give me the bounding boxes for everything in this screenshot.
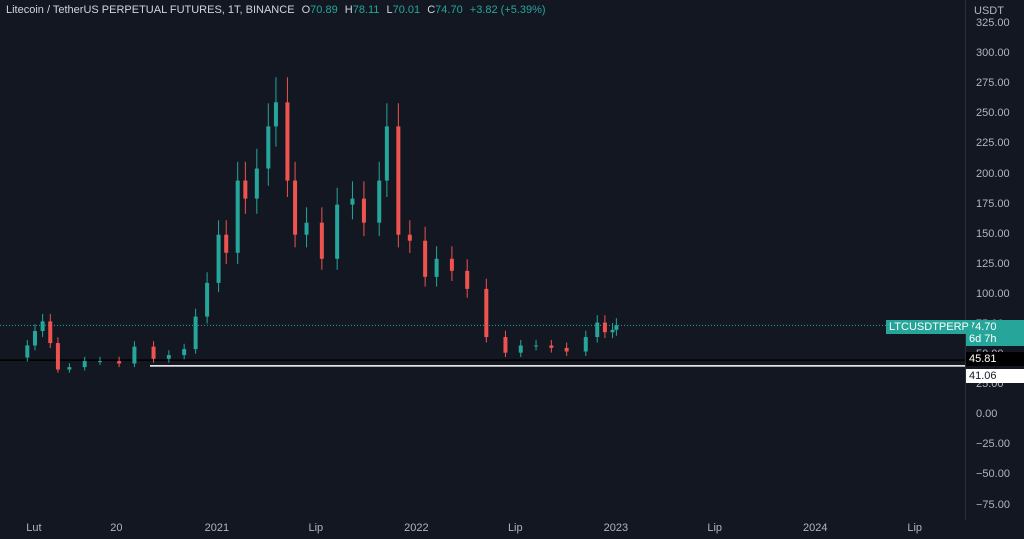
candle-body	[549, 345, 554, 348]
last-price-tag: 74.70 6d 7h	[966, 320, 1024, 346]
candle-body	[319, 222, 324, 259]
price-chart	[0, 77, 965, 373]
price-tick: 275.00	[976, 77, 1010, 90]
price-tick: 175.00	[976, 197, 1010, 210]
countdown-value: 6d 7h	[969, 333, 997, 345]
level-high-tag: 45.81	[966, 352, 1024, 366]
candle-body	[396, 126, 401, 235]
price-tick: 100.00	[976, 287, 1010, 300]
symbol-label: Litecoin / TetherUS PERPETUAL FUTURES, 1…	[6, 4, 295, 16]
candle-body	[361, 198, 366, 223]
high-value: 78.11	[352, 4, 380, 16]
candle-body	[614, 325, 619, 330]
candle-body	[40, 321, 45, 332]
candle-body	[595, 322, 600, 338]
high-label: H	[344, 4, 353, 16]
price-tick: 200.00	[976, 167, 1010, 180]
candle-body	[610, 329, 615, 333]
price-tick: −25.00	[976, 438, 1010, 451]
candle-body	[182, 349, 187, 356]
price-tick: 0.00	[976, 408, 998, 421]
candle-body	[377, 180, 382, 223]
candle-body	[518, 345, 523, 353]
last-price-value: 74.70	[969, 321, 997, 333]
candle-body	[534, 345, 539, 347]
candle-body	[384, 126, 389, 181]
price-tick: 300.00	[976, 47, 1010, 60]
chart-area[interactable]: Litecoin / TetherUS PERPETUAL FUTURES, 1…	[0, 0, 965, 520]
price-tick: 125.00	[976, 257, 1010, 270]
time-tick: 2021	[204, 522, 230, 534]
price-tick: 250.00	[976, 107, 1010, 120]
candle-body	[503, 337, 508, 353]
candle-body	[484, 288, 489, 338]
candle-body	[132, 346, 137, 364]
candle-body	[205, 282, 210, 317]
candle-body	[273, 102, 278, 127]
candle-body	[55, 343, 60, 370]
candle-body	[285, 102, 290, 181]
candle-body	[151, 346, 156, 359]
candle-body	[216, 234, 221, 283]
level-low-tag: 41.06	[966, 369, 1024, 383]
time-tick: 2024	[803, 522, 828, 534]
open-label: O	[301, 4, 311, 16]
candle-body	[48, 321, 53, 344]
candle-body	[293, 180, 298, 235]
candle-body	[25, 345, 30, 358]
candle-body	[193, 316, 198, 350]
candle-body	[97, 361, 102, 363]
time-tick: 20	[110, 522, 123, 534]
time-tick: Lip	[707, 522, 723, 534]
candle-body	[335, 204, 340, 259]
price-tick: 150.00	[976, 227, 1010, 240]
close-value: 74.70	[435, 4, 463, 16]
candle-body	[67, 367, 72, 370]
candle-body	[82, 361, 87, 368]
candle-body	[602, 322, 607, 333]
open-value: 70.89	[310, 4, 338, 16]
time-tick: Lip	[507, 522, 523, 534]
candle-body	[449, 258, 454, 271]
price-tick: 325.00	[976, 17, 1010, 30]
time-tick: Lut	[26, 522, 42, 534]
time-tick: Lip	[907, 522, 923, 534]
candle-body	[583, 337, 588, 352]
candle-body	[350, 198, 355, 205]
candle-body	[235, 180, 240, 253]
candle-body	[117, 361, 122, 364]
candle-body	[465, 270, 470, 289]
change-value: +3.82 (+5.39%)	[469, 4, 546, 16]
price-axis[interactable]: USDT 325.00 300.00 275.00 250.00 225.00 200.0…	[965, 0, 1024, 520]
price-axis-unit: USDT	[974, 5, 1004, 17]
candle-body	[166, 355, 171, 359]
time-tick: 2023	[603, 522, 629, 534]
candle-body	[304, 222, 309, 235]
time-axis[interactable]: Lut 20 2021 Lip 2022 Lip 2023 Lip 2024 Lip	[0, 520, 965, 539]
candle-body	[434, 258, 439, 277]
time-tick: 2022	[404, 522, 429, 534]
candle-body	[243, 180, 248, 199]
low-value: 70.01	[392, 4, 421, 16]
candle-body	[266, 126, 271, 169]
candle-body	[254, 168, 259, 199]
candle-body	[564, 347, 569, 352]
candle-body	[407, 234, 412, 241]
price-tick: −75.00	[976, 498, 1010, 511]
low-label: L	[386, 4, 393, 16]
price-tick: −50.00	[976, 468, 1010, 481]
candle-body	[32, 331, 37, 346]
candle-body	[224, 234, 229, 253]
chart-legend: Litecoin / TetherUS PERPETUAL FUTURES, 1…	[6, 4, 546, 16]
price-tick: 225.00	[976, 137, 1010, 150]
symbol-tag: LTCUSDTPERP	[886, 320, 972, 334]
time-tick: Lip	[308, 522, 324, 534]
close-label: C	[427, 4, 436, 16]
candle-body	[423, 240, 428, 277]
